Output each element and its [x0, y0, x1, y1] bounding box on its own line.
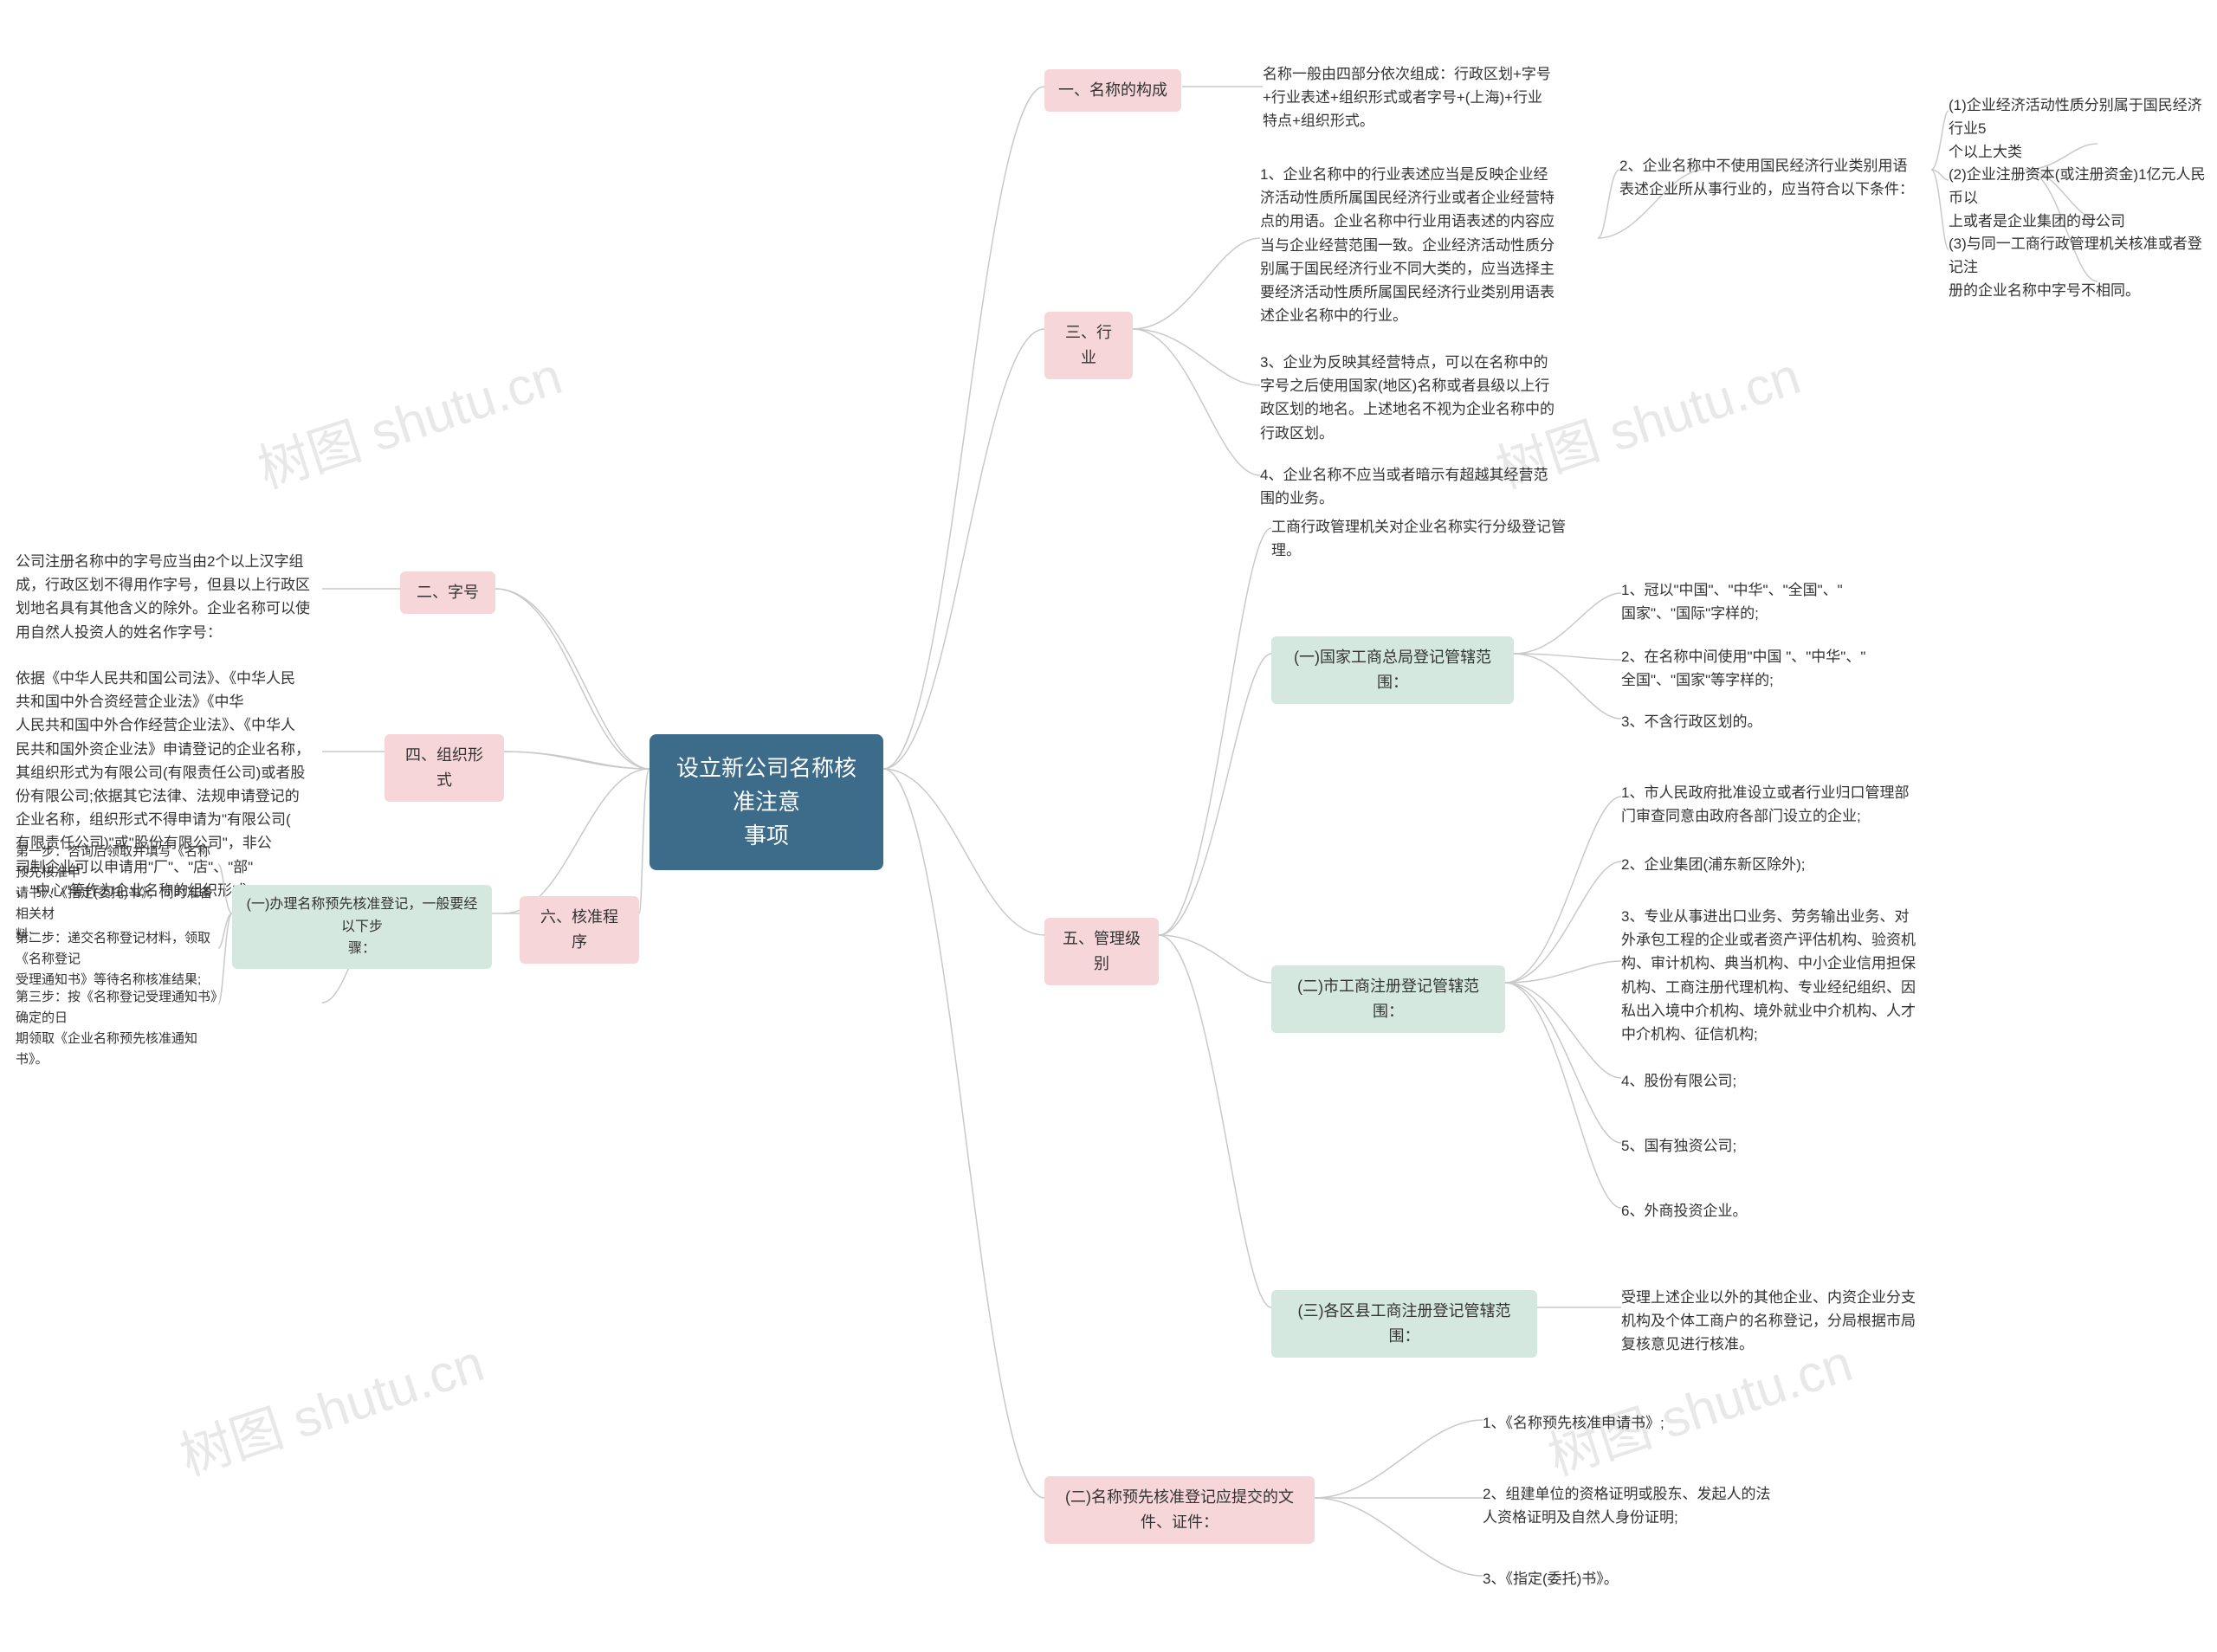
mgmt-s1-c1: 1、冠以"中国"、"中华"、"全国"、" 国家"、"国际"字样的;	[1621, 578, 1942, 625]
primary-docs: (二)名称预先核准登记应提交的文 件、证件：	[1044, 1476, 1315, 1544]
mgmt-s2: (二)市工商注册登记管辖范围：	[1271, 965, 1505, 1033]
industry-i2-c3: (3)与同一工商行政管理机关核准或者登记注 册的企业名称中字号不相同。	[1949, 232, 2208, 303]
watermark: 树图 shutu.cn	[169, 1321, 492, 1490]
industry-item-1: 1、企业名称中的行业表述应当是反映企业经 济活动性质所属国民经济行业或者企业经营…	[1260, 163, 1598, 327]
mgmt-s2-c6: 6、外商投资企业。	[1621, 1199, 1959, 1223]
industry-item-3: 3、企业为反映其经营特点，可以在名称中的 字号之后使用国家(地区)名称或者县级以…	[1260, 351, 1598, 445]
mgmt-s3: (三)各区县工商注册登记管辖范围：	[1271, 1290, 1537, 1358]
docs-c3: 3、《指定(委托)书》。	[1483, 1567, 1820, 1591]
mgmt-s2-c5: 5、国有独资公司;	[1621, 1134, 1959, 1158]
primary-org-form: 四、组织形式	[385, 734, 504, 802]
watermark: 树图 shutu.cn	[247, 334, 570, 503]
leaf-trade-name: 公司注册名称中的字号应当由2个以上汉字组 成，行政区划不得用作字号，但县以上行政…	[16, 550, 322, 644]
mgmt-s1-c2: 2、在名称中间使用"中国 "、"中华"、" 全国"、"国家"等字样的;	[1621, 645, 1942, 692]
mgmt-s2-c1: 1、市人民政府批准设立或者行业归口管理部 门审查同意由政府各部门设立的企业;	[1621, 781, 1959, 828]
approval-step-3: 第三步：按《名称登记受理通知书》确定的日 期领取《企业名称预先核准通知书》。	[16, 987, 218, 1070]
mgmt-s1-c3: 3、不含行政区划的。	[1621, 710, 1942, 733]
primary-trade-name: 二、字号	[400, 571, 495, 614]
primary-approval-proc: 六、核准程序	[520, 896, 639, 964]
industry-i2-c2: (2)企业注册资本(或注册资金)1亿元人民币以 上或者是企业集团的母公司	[1949, 163, 2208, 234]
mgmt-s2-c2: 2、企业集团(浦东新区除外);	[1621, 853, 1959, 876]
mgmt-s1: (一)国家工商总局登记管辖范围：	[1271, 636, 1514, 704]
approval-s1: (一)办理名称预先核准登记，一般要经以下步 骤：	[232, 885, 492, 969]
primary-management-level: 五、管理级别	[1044, 918, 1159, 985]
docs-c2: 2、组建单位的资格证明或股东、发起人的法 人资格证明及自然人身份证明;	[1483, 1482, 1820, 1529]
leaf-name-composition: 名称一般由四部分依次组成：行政区划+字号 +行业表述+组织形式或者字号+(上海)…	[1263, 62, 1600, 133]
industry-i2-c1: (1)企业经济活动性质分别属于国民经济行业5 个以上大类	[1949, 94, 2208, 165]
mgmt-s2-c3: 3、专业从事进出口业务、劳务输出业务、对 外承包工程的企业或者资产评估机构、验资…	[1621, 905, 1959, 1046]
root-node: 设立新公司名称核准注意 事项	[650, 734, 883, 870]
primary-industry: 三、行业	[1044, 312, 1133, 379]
mgmt-s3-text: 受理上述企业以外的其他企业、内资企业分支 机构及个体工商户的名称登记，分局根据市…	[1621, 1286, 1959, 1357]
approval-step-2: 第二步：递交名称登记材料，领取《名称登记 受理通知书》等待名称核准结果;	[16, 928, 218, 991]
industry-item-2-label: 2、企业名称中不使用国民经济行业类别用语 表述企业所从事行业的，应当符合以下条件…	[1619, 154, 1931, 201]
industry-item-4: 4、企业名称不应当或者暗示有超越其经营范 围的业务。	[1260, 463, 1598, 510]
mgmt-intro: 工商行政管理机关对企业名称实行分级登记管 理。	[1271, 515, 1609, 562]
docs-c1: 1、《名称预先核准申请书》;	[1483, 1411, 1820, 1435]
primary-name-composition: 一、名称的构成	[1044, 69, 1181, 112]
mgmt-s2-c4: 4、股份有限公司;	[1621, 1069, 1959, 1093]
